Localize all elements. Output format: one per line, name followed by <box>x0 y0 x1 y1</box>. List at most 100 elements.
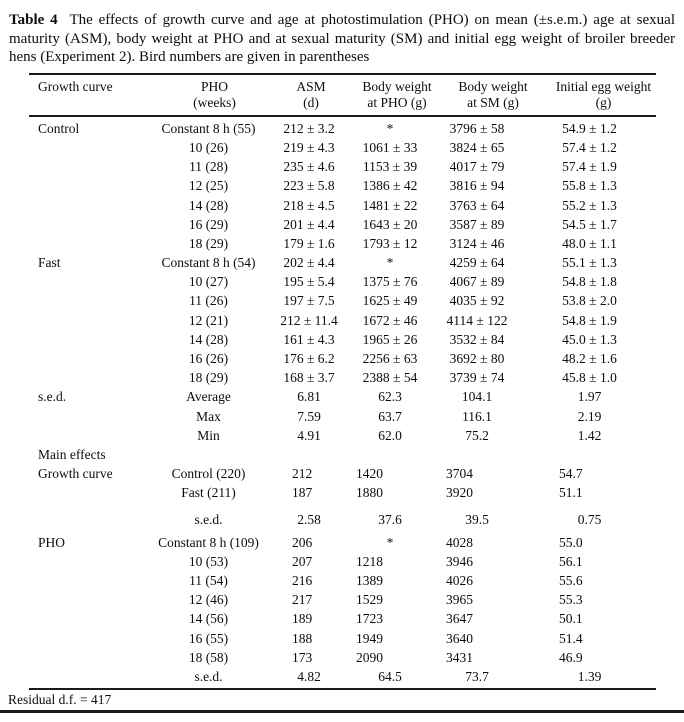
cell-pho: Average <box>186 389 231 405</box>
cell-initial-egg-weight: 57.4 ± 1.2 <box>562 139 617 155</box>
cell-pho: s.e.d. <box>194 669 223 685</box>
table-row: Max 7.59 63.7 116.1 2.19 <box>29 407 656 426</box>
cell-growth-curve: Main effects <box>38 446 106 462</box>
cell-initial-egg-weight: 54.5 ± 1.7 <box>562 216 617 232</box>
cell-asm: 218 ± 4.5 <box>283 197 335 213</box>
cell-initial-egg-weight: 2.19 <box>577 408 602 424</box>
residual-df-note: Residual d.f. = 417 <box>0 691 684 714</box>
cell-initial-egg-weight: 46.9 <box>559 649 583 665</box>
cell-initial-egg-weight: 57.4 ± 1.9 <box>562 159 617 175</box>
table-row: 10 (27) 195 ± 5.4 1375 ± 76 4067 ± 89 54… <box>29 272 656 291</box>
table-header-row: Growth curve PHO (weeks) ASM (d) Body we… <box>29 72 656 117</box>
table-number-label: Table 4 <box>9 12 58 28</box>
cell-initial-egg-weight: 53.8 ± 2.0 <box>562 293 617 309</box>
cell-initial-egg-weight: 54.7 <box>559 466 583 482</box>
cell-body-weight-sm: 3532 ± 84 <box>449 331 505 347</box>
table-row: Fast (211) 187 1880 3920 51.1 <box>29 483 656 502</box>
cell-body-weight-pho: 2090 <box>356 649 383 665</box>
table-row: Control Constant 8 h (55) 212 ± 3.2 * 37… <box>29 119 656 138</box>
cell-asm: 187 <box>292 485 313 501</box>
cell-initial-egg-weight: 1.42 <box>577 427 602 443</box>
cell-body-weight-sm: 3692 ± 80 <box>449 351 505 367</box>
cell-initial-egg-weight: 1.97 <box>577 389 602 405</box>
cell-body-weight-pho: 1529 <box>356 592 383 608</box>
cell-body-weight-pho: 2256 ± 63 <box>362 351 418 367</box>
cell-body-weight-sm: 3704 <box>446 466 473 482</box>
cell-body-weight-sm: 4259 ± 64 <box>449 255 505 271</box>
cell-pho: 18 (58) <box>188 649 229 665</box>
cell-asm: 6.81 <box>297 389 321 405</box>
cell-pho: 16 (26) <box>188 351 229 367</box>
cell-body-weight-sm: 4028 <box>446 534 473 550</box>
cell-body-weight-sm: 3431 <box>446 649 473 665</box>
cell-initial-egg-weight: 51.1 <box>559 485 583 501</box>
cell-pho: 10 (27) <box>188 274 229 290</box>
cell-asm: 189 <box>292 611 313 627</box>
cell-body-weight-sm: 3124 ± 46 <box>449 235 505 251</box>
cell-body-weight-sm: 104.1 <box>461 389 493 405</box>
cell-asm: 176 ± 6.2 <box>283 351 335 367</box>
cell-body-weight-pho: 62.0 <box>378 427 402 443</box>
cell-pho: 18 (29) <box>188 235 229 251</box>
cell-pho: Constant 8 h (109) <box>158 534 259 550</box>
table-row: 12 (21) 212 ± 11.4 1672 ± 46 4114 ± 122 … <box>29 311 656 330</box>
cell-initial-egg-weight: 55.1 ± 1.3 <box>562 255 617 271</box>
cell-asm: 161 ± 4.3 <box>283 331 335 347</box>
cell-asm: 212 ± 11.4 <box>280 312 338 328</box>
cell-pho: Max <box>196 408 221 424</box>
cell-initial-egg-weight: 50.1 <box>559 611 583 627</box>
table-row: s.e.d. 2.58 37.6 39.5 0.75 <box>29 510 656 529</box>
cell-pho: 14 (28) <box>188 197 229 213</box>
table-row: 12 (25) 223 ± 5.8 1386 ± 42 3816 ± 94 55… <box>29 176 656 195</box>
table-row: 11 (54) 216 1389 4026 55.6 <box>29 571 656 590</box>
cell-growth-curve: PHO <box>38 534 66 550</box>
cell-body-weight-pho: 64.5 <box>378 669 402 685</box>
cell-growth-curve: Growth curve <box>38 466 113 482</box>
cell-body-weight-pho: 1389 <box>356 573 383 589</box>
cell-body-weight-pho: 37.6 <box>378 511 402 527</box>
table-caption: Table 4 The effects of growth curve and a… <box>9 11 675 67</box>
table-row: 12 (46) 217 1529 3965 55.3 <box>29 590 656 609</box>
cell-body-weight-pho: 1880 <box>356 485 383 501</box>
table-row: 16 (55) 188 1949 3640 51.4 <box>29 629 656 648</box>
cell-pho: 16 (29) <box>188 216 229 232</box>
cell-body-weight-sm: 3739 ± 74 <box>449 370 505 386</box>
cell-asm: 195 ± 5.4 <box>283 274 335 290</box>
cell-asm: 168 ± 3.7 <box>283 370 335 386</box>
cell-body-weight-sm: 4114 ± 122 <box>446 312 508 328</box>
cell-initial-egg-weight: 51.4 <box>559 630 583 646</box>
cell-growth-curve: Fast <box>38 255 61 271</box>
table-row: 14 (28) 161 ± 4.3 1965 ± 26 3532 ± 84 45… <box>29 330 656 349</box>
column-header-growth-curve: Growth curve <box>38 78 113 94</box>
cell-pho: 12 (25) <box>188 178 229 194</box>
cell-initial-egg-weight: 54.9 ± 1.2 <box>562 120 617 136</box>
cell-body-weight-pho: 2388 ± 54 <box>362 370 418 386</box>
column-header-body-weight-sm: Body weight at SM (g) <box>458 78 528 111</box>
cell-pho: 14 (28) <box>188 331 229 347</box>
cell-body-weight-sm: 4026 <box>446 573 473 589</box>
table-row: 14 (28) 218 ± 4.5 1481 ± 22 3763 ± 64 55… <box>29 196 656 215</box>
cell-initial-egg-weight: 45.8 ± 1.0 <box>562 370 617 386</box>
cell-initial-egg-weight: 54.8 ± 1.8 <box>562 274 617 290</box>
cell-body-weight-sm: 3796 ± 58 <box>449 120 505 136</box>
cell-initial-egg-weight: 48.2 ± 1.6 <box>562 351 617 367</box>
cell-initial-egg-weight: 55.6 <box>559 573 583 589</box>
cell-body-weight-pho: 1643 ± 20 <box>362 216 418 232</box>
cell-body-weight-pho: * <box>386 120 394 136</box>
table-row: PHO Constant 8 h (109) 206 * 4028 55.0 <box>29 533 656 552</box>
cell-body-weight-pho: 1965 ± 26 <box>362 331 418 347</box>
cell-pho: Min <box>197 427 220 443</box>
cell-initial-egg-weight: 48.0 ± 1.1 <box>562 235 617 251</box>
cell-asm: 179 ± 1.6 <box>283 235 335 251</box>
table-row: 16 (26) 176 ± 6.2 2256 ± 63 3692 ± 80 48… <box>29 349 656 368</box>
table-row: 14 (56) 189 1723 3647 50.1 <box>29 609 656 628</box>
table-row: s.e.d. 4.82 64.5 73.7 1.39 <box>29 667 656 686</box>
cell-asm: 188 <box>292 630 313 646</box>
cell-pho: 12 (21) <box>188 312 229 328</box>
cell-pho: 16 (55) <box>188 630 229 646</box>
data-table: Growth curve PHO (weeks) ASM (d) Body we… <box>29 72 656 691</box>
cell-asm: 4.82 <box>297 669 321 685</box>
cell-pho: Fast (211) <box>181 485 236 501</box>
cell-growth-curve: s.e.d. <box>38 389 67 405</box>
cell-asm: 2.58 <box>297 511 321 527</box>
